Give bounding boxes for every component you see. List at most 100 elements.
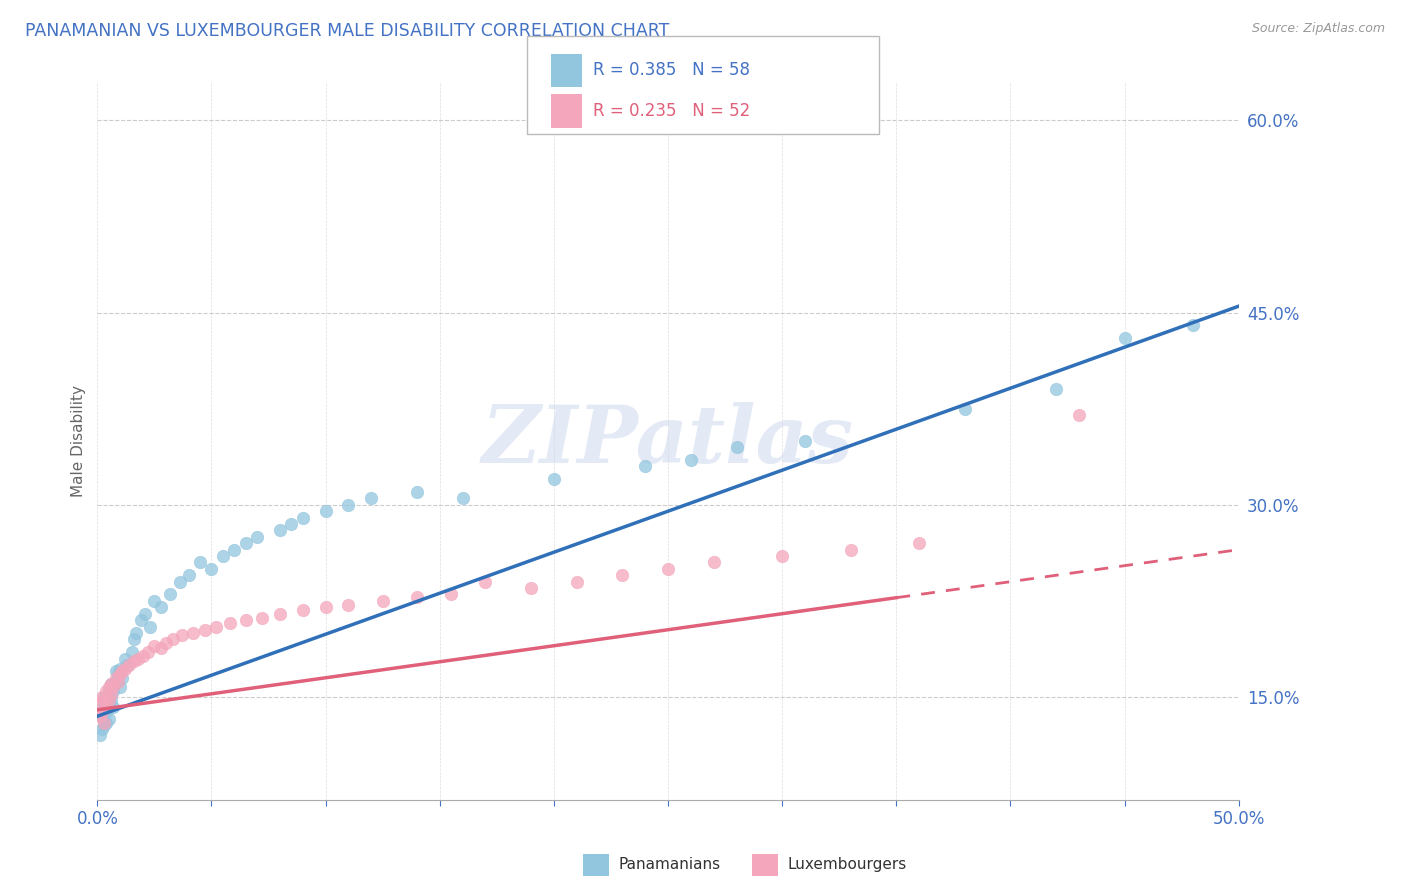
Point [280, 516, 302, 531]
Point [250, 610, 273, 624]
Point [97, 697, 120, 711]
Point [89, 728, 111, 742]
Point [89, 703, 111, 717]
Point [103, 683, 125, 698]
Point [200, 562, 222, 576]
Point [104, 671, 127, 685]
Point [90, 709, 112, 723]
Point [703, 556, 725, 570]
Point [246, 530, 269, 544]
Point [770, 549, 793, 563]
Point [111, 671, 134, 685]
Point [90, 722, 112, 736]
Point [371, 594, 394, 608]
Point [115, 657, 138, 672]
Point [218, 615, 240, 630]
Point [953, 401, 976, 416]
Point [634, 459, 657, 474]
Point [111, 665, 134, 679]
Point [155, 636, 177, 650]
Text: R = 0.235   N = 52: R = 0.235 N = 52 [593, 102, 751, 120]
Point [159, 587, 181, 601]
Point [565, 574, 588, 589]
Point [139, 619, 162, 633]
Point [725, 440, 748, 454]
Point [93, 697, 115, 711]
Text: ZIPatlas: ZIPatlas [482, 402, 853, 480]
Point [188, 556, 211, 570]
Point [132, 648, 155, 663]
Point [129, 613, 152, 627]
Point [1045, 383, 1067, 397]
Point [122, 632, 145, 647]
Point [908, 536, 931, 550]
Text: PANAMANIAN VS LUXEMBOURGER MALE DISABILITY CORRELATION CHART: PANAMANIAN VS LUXEMBOURGER MALE DISABILI… [25, 22, 669, 40]
Point [96, 683, 118, 698]
Point [235, 536, 257, 550]
Text: R = 0.385   N = 58: R = 0.385 N = 58 [593, 62, 751, 79]
Point [93, 718, 115, 732]
Point [108, 662, 131, 676]
Point [451, 491, 474, 506]
Point [134, 607, 156, 621]
Point [1205, 844, 1227, 858]
Point [143, 639, 166, 653]
Point [114, 662, 136, 676]
Point [93, 690, 115, 704]
Point [612, 568, 634, 582]
Point [205, 619, 228, 633]
Point [181, 626, 204, 640]
Point [474, 574, 496, 589]
Point [103, 700, 125, 714]
Point [169, 574, 191, 589]
Point [177, 568, 200, 582]
Point [97, 680, 120, 694]
Point [143, 594, 166, 608]
Point [100, 688, 122, 702]
Point [170, 628, 193, 642]
Point [657, 562, 679, 576]
Point [108, 667, 131, 681]
Point [1182, 318, 1205, 333]
Point [291, 603, 314, 617]
Text: Source: ZipAtlas.com: Source: ZipAtlas.com [1251, 22, 1385, 36]
Point [89, 697, 111, 711]
Point [520, 581, 543, 595]
Point [107, 667, 129, 681]
Point [121, 645, 143, 659]
Point [93, 715, 115, 730]
Point [1114, 331, 1136, 345]
Point [150, 641, 173, 656]
Point [269, 524, 291, 538]
Point [337, 498, 360, 512]
Point [104, 674, 127, 689]
Point [440, 587, 463, 601]
Point [315, 600, 337, 615]
Point [90, 690, 112, 704]
Point [96, 697, 118, 711]
Point [97, 692, 120, 706]
Point [162, 632, 184, 647]
Point [96, 715, 118, 730]
Point [136, 645, 159, 659]
Point [114, 651, 136, 665]
Point [118, 657, 141, 672]
Point [100, 677, 122, 691]
Point [1067, 408, 1090, 422]
Point [212, 549, 235, 563]
Point [194, 624, 217, 638]
Point [269, 607, 291, 621]
Point [104, 665, 127, 679]
Point [360, 491, 382, 506]
Point [127, 651, 149, 665]
Point [108, 680, 131, 694]
Point [406, 590, 429, 604]
Point [406, 485, 429, 500]
Point [100, 677, 122, 691]
Point [315, 504, 337, 518]
Point [291, 510, 314, 524]
Point [90, 706, 112, 720]
Point [543, 472, 565, 486]
Point [224, 542, 246, 557]
Point [96, 706, 118, 720]
